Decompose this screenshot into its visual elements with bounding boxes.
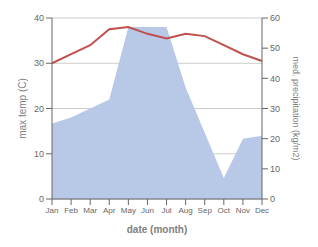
svg-text:50: 50 <box>270 43 280 53</box>
svg-text:max temp (C): max temp (C) <box>17 78 28 139</box>
svg-text:Dec: Dec <box>255 206 269 215</box>
svg-text:10: 10 <box>34 149 44 159</box>
svg-text:Nov: Nov <box>236 206 250 215</box>
svg-text:Feb: Feb <box>64 206 78 215</box>
svg-text:Apr: Apr <box>103 206 116 215</box>
svg-text:20: 20 <box>270 134 280 144</box>
svg-text:0: 0 <box>39 194 44 204</box>
svg-text:med. precipitation (kg/m2): med. precipitation (kg/m2) <box>291 56 301 160</box>
svg-text:Jan: Jan <box>46 206 59 215</box>
svg-text:40: 40 <box>270 74 280 84</box>
svg-text:Sep: Sep <box>198 206 213 215</box>
svg-text:Jun: Jun <box>141 206 154 215</box>
svg-text:Aug: Aug <box>179 206 193 215</box>
svg-text:Oct: Oct <box>218 206 231 215</box>
svg-text:May: May <box>121 206 136 215</box>
svg-text:date (month): date (month) <box>127 224 188 235</box>
svg-text:30: 30 <box>270 104 280 114</box>
svg-text:30: 30 <box>34 58 44 68</box>
svg-text:10: 10 <box>270 164 280 174</box>
svg-text:20: 20 <box>34 104 44 114</box>
svg-text:40: 40 <box>34 13 44 23</box>
svg-text:Mar: Mar <box>83 206 97 215</box>
svg-text:60: 60 <box>270 13 280 23</box>
svg-text:Jul: Jul <box>161 206 171 215</box>
svg-text:0: 0 <box>270 194 275 204</box>
